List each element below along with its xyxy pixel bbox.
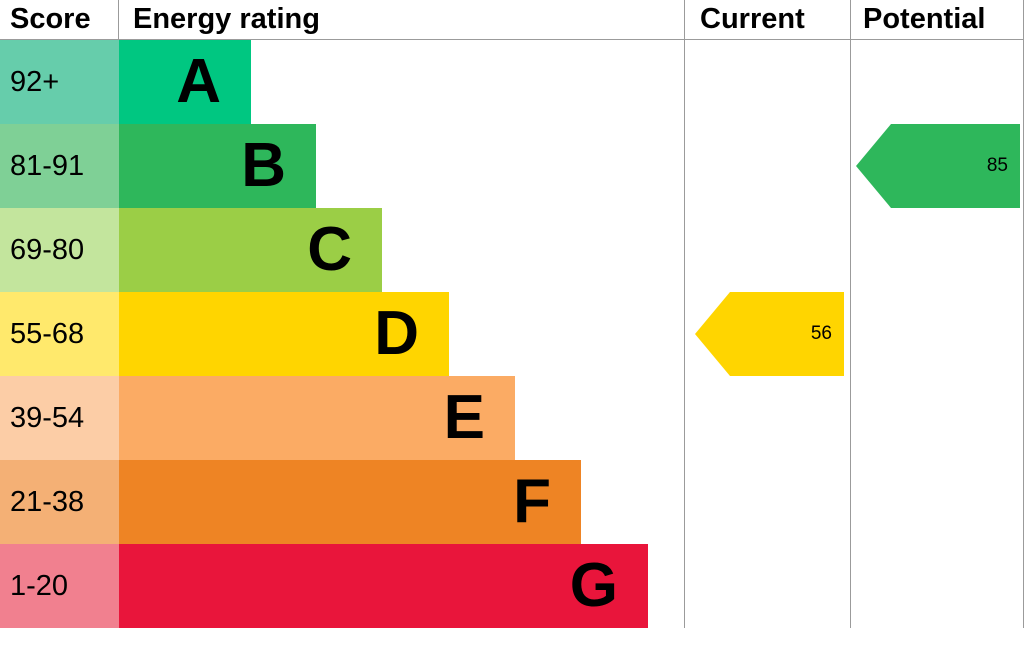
rating-cell-a: A [119,40,684,124]
chart-header-row: Score Energy rating Current Potential [0,0,1024,40]
header-energy-rating: Energy rating [133,3,320,35]
band-letter-d: D [374,299,419,368]
potential-cell-e [850,376,1024,460]
band-row-g: 1-20 G [0,544,1024,628]
rating-cell-c: C [119,208,684,292]
band-letter-f: F [513,467,551,536]
current-cell-g [684,544,850,628]
band-letter-b: B [241,131,286,200]
current-cell-c [684,208,850,292]
current-cell-f [684,460,850,544]
header-potential: Potential [850,0,1024,39]
current-cell-e [684,376,850,460]
rating-bar-f: F [119,460,581,544]
band-row-a: 92+ A [0,40,1024,124]
score-range-d: 55-68 [0,292,119,376]
current-cell-d: 56 [684,292,850,376]
band-row-f: 21-38 F [0,460,1024,544]
score-range-a: 92+ [0,40,119,124]
potential-rating-arrow: 85 [856,124,1020,208]
potential-cell-a [850,40,1024,124]
rating-bar-a: A [119,40,251,124]
header-current: Current [684,0,850,39]
score-range-b: 81-91 [0,124,119,208]
band-row-c: 69-80 C [0,208,1024,292]
rating-bar-e: E [119,376,515,460]
rating-cell-g: G [119,544,684,628]
potential-cell-g [850,544,1024,628]
score-range-c: 69-80 [0,208,119,292]
current-cell-b [684,124,850,208]
current-cell-a [684,40,850,124]
band-letter-g: G [569,551,618,620]
score-range-g: 1-20 [0,544,119,628]
potential-rating-value: 85 [986,155,1008,176]
potential-cell-b: 85 [850,124,1024,208]
rating-cell-b: B [119,124,684,208]
rating-bar-b: B [119,124,316,208]
rating-bar-g: G [119,544,648,628]
potential-cell-c [850,208,1024,292]
band-letter-a: A [176,47,221,116]
rating-bar-c: C [119,208,382,292]
rating-cell-e: E [119,376,684,460]
rating-cell-d: D [119,292,684,376]
band-letter-c: C [307,215,352,284]
band-letter-e: E [443,383,485,452]
rating-cell-f: F [119,460,684,544]
score-range-f: 21-38 [0,460,119,544]
potential-cell-d [850,292,1024,376]
band-row-d: 55-68 D 56 [0,292,1024,376]
current-rating-arrow: 56 [695,292,844,376]
score-range-e: 39-54 [0,376,119,460]
current-rating-value: 56 [810,323,832,344]
epc-rating-chart: Score Energy rating Current Potential 92… [0,0,1024,628]
header-score: Score [0,0,119,39]
potential-cell-f [850,460,1024,544]
rating-bar-d: D [119,292,449,376]
band-row-b: 81-91 B 85 [0,124,1024,208]
band-row-e: 39-54 E [0,376,1024,460]
